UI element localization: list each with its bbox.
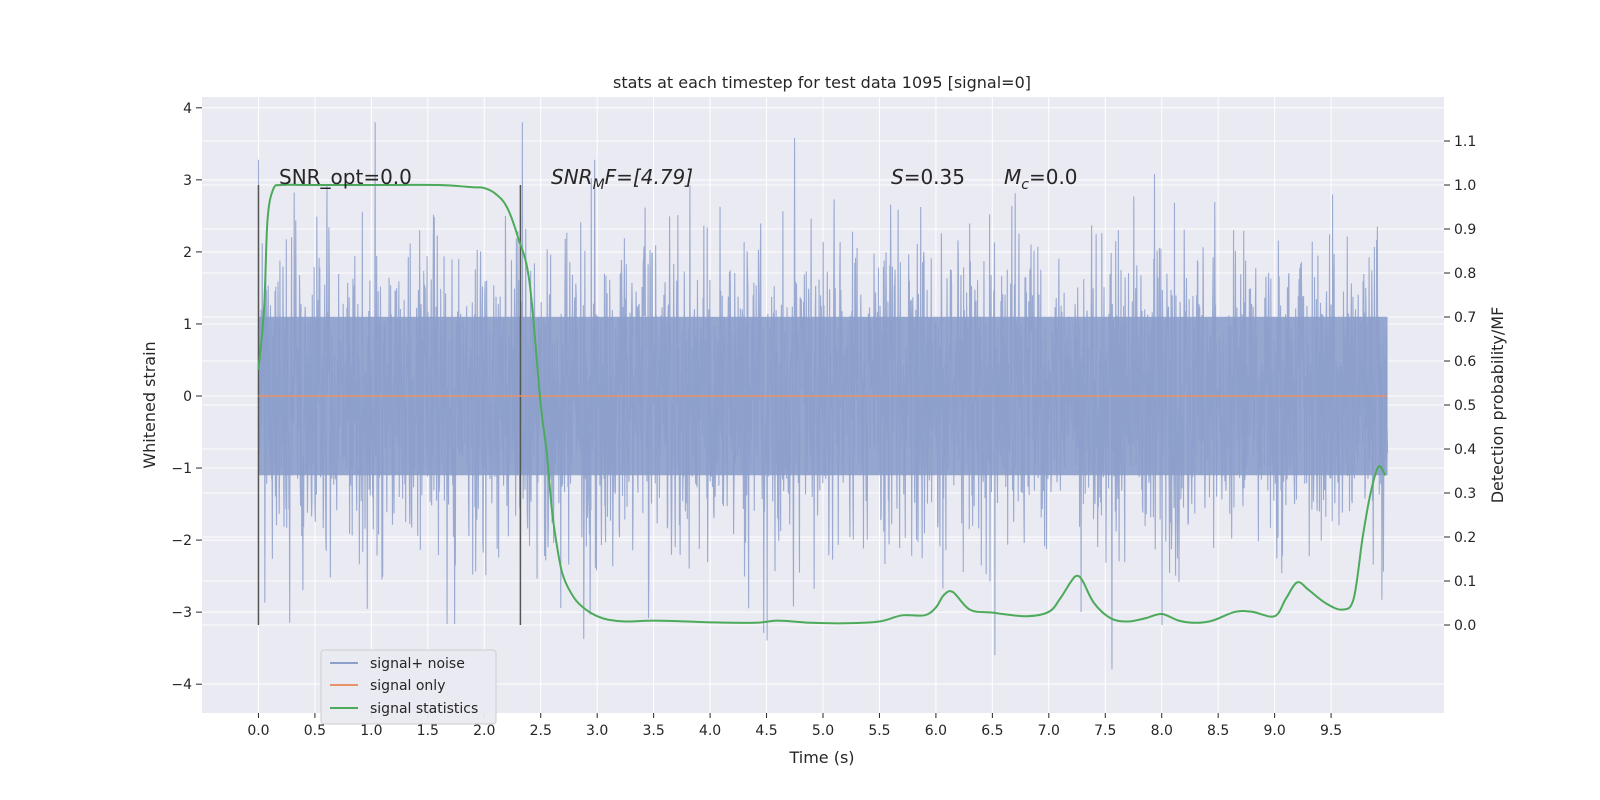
legend-label-signal-noise: signal+ noise (370, 656, 465, 672)
annotation-s-value: =0.35 (904, 165, 965, 189)
y-tick-label-left: −3 (171, 605, 192, 621)
x-tick-label: 6.5 (981, 723, 1003, 739)
x-tick-label: 8.0 (1151, 723, 1173, 739)
annotation-mc-subscript: c (1021, 177, 1029, 193)
y-tick-label-right: 1.0 (1454, 178, 1476, 194)
y-tick-label-right: 0.3 (1454, 486, 1476, 502)
x-tick-label: 1.0 (360, 723, 382, 739)
x-tick-label: 9.0 (1264, 723, 1286, 739)
annotation-s: S=0.35 (891, 165, 965, 189)
x-tick-label: 8.5 (1207, 723, 1229, 739)
y-tick-label-left: −4 (171, 677, 192, 693)
annotation-s-symbol: S (891, 165, 904, 189)
y-tick-label-right: 0.9 (1454, 222, 1476, 238)
legend-label-signal-statistics: signal statistics (370, 701, 478, 717)
x-axis-label: Time (s) (788, 748, 854, 767)
vertical-markers (257, 185, 522, 625)
y-tick-label-left: 0 (183, 389, 192, 405)
y-tick-label-left: 1 (183, 317, 192, 333)
x-tick-label: 3.0 (586, 723, 608, 739)
y-tick-label-left: 4 (183, 101, 192, 117)
x-tick-label: 1.5 (417, 723, 439, 739)
y-tick-label-right: 0.6 (1454, 354, 1476, 370)
legend: signal+ noise signal only signal statist… (320, 649, 497, 725)
x-tick-label: 9.5 (1320, 723, 1342, 739)
legend-label-signal-only: signal only (370, 678, 445, 694)
annotation-mc-value: =0.0 (1029, 165, 1078, 189)
y-tick-label-right: 0.7 (1454, 310, 1476, 326)
x-tick-label: 3.5 (643, 723, 665, 739)
y-tick-label-right: 1.1 (1454, 134, 1476, 150)
x-tick-label: 4.0 (699, 723, 721, 739)
annotation-snr-mf-subscript: M (593, 177, 605, 193)
x-tick-label: 2.0 (473, 723, 495, 739)
x-tick-label: 0.0 (247, 723, 269, 739)
y-tick-label-right: 0.4 (1454, 442, 1476, 458)
x-tick-label: 7.0 (1038, 723, 1060, 739)
y-tick-label-left: −1 (171, 461, 192, 477)
annotation-snr-opt: SNR_opt=0.0 (279, 165, 412, 189)
y-tick-label-right: 0.1 (1454, 574, 1476, 590)
y-tick-label-left: 2 (183, 245, 192, 261)
annotation-mc-symbol: M (1004, 165, 1021, 189)
annotation-snr-mf-symbol: SNR (551, 165, 593, 189)
ticks: 0.0 0.5 1.0 1.5 2.0 2.5 3.0 3.5 4.0 4.5 5.0 5.5 6.0 6… (171, 101, 1476, 739)
y-axis-label-right: Detection probability/MF (1488, 307, 1507, 504)
x-tick-label: 2.5 (530, 723, 552, 739)
y-tick-label-right: 0.8 (1454, 266, 1476, 282)
y-tick-label-right: 0.5 (1454, 398, 1476, 414)
x-tick-label: 7.5 (1094, 723, 1116, 739)
legend-box (320, 649, 497, 725)
x-tick-label: 0.5 (304, 723, 326, 739)
y-tick-label-right: 0.0 (1454, 618, 1476, 634)
annotation-mc: Mc=0.0 (1004, 165, 1078, 193)
signal-statistics-line (257, 183, 1387, 625)
chart-title: stats at each timestep for test data 109… (613, 73, 1031, 92)
y-tick-label-left: 3 (183, 173, 192, 189)
line-series (257, 183, 1388, 625)
y-tick-label-right: 0.2 (1454, 530, 1476, 546)
annotation-snr-mf: SNRMF=[4.79] (551, 165, 693, 193)
y-axis-label-left: Whitened strain (140, 341, 159, 468)
x-tick-label: 5.0 (812, 723, 834, 739)
x-tick-label: 4.5 (755, 723, 777, 739)
x-tick-label: 6.0 (925, 723, 947, 739)
x-tick-label: 5.5 (868, 723, 890, 739)
annotation-snr-mf-value: F=[4.79] (605, 165, 693, 189)
y-tick-label-left: −2 (171, 533, 192, 549)
